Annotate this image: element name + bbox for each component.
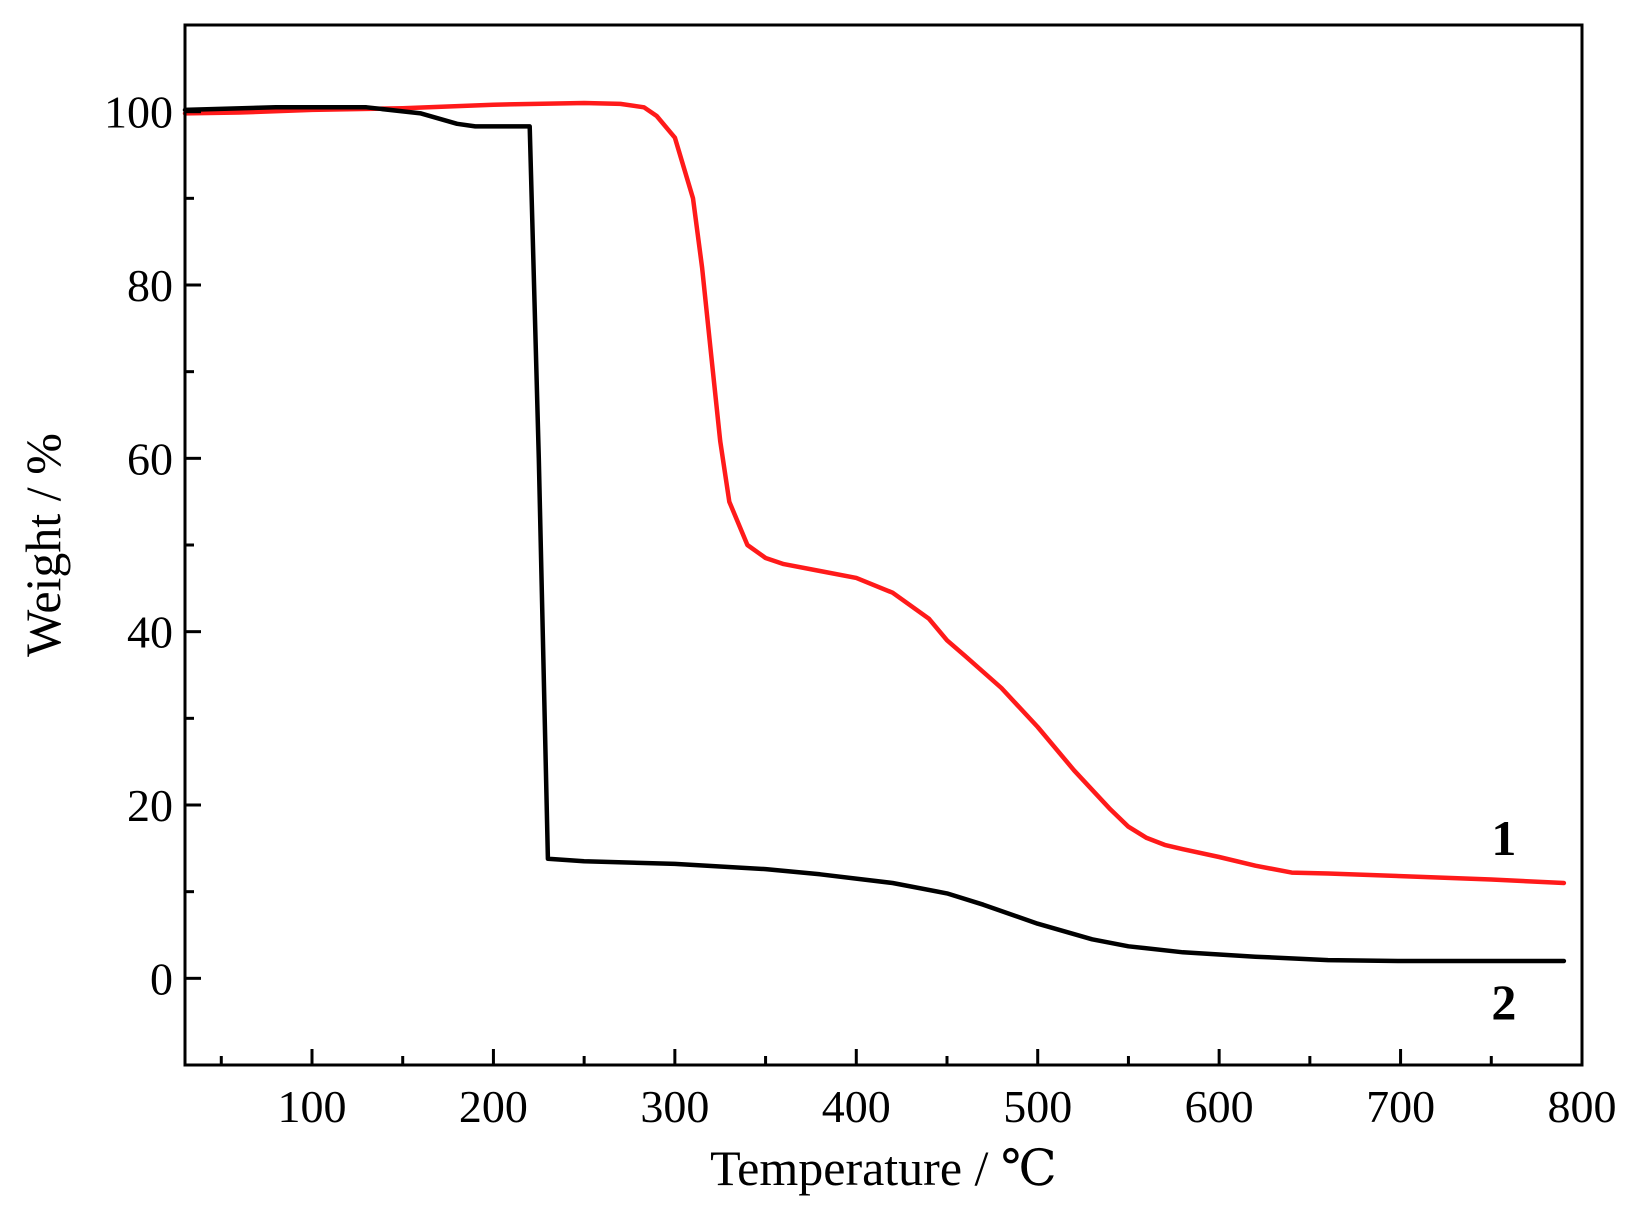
data-curves (182, 100, 1567, 964)
x-tick-label: 800 (1548, 1081, 1617, 1132)
axes-box (183, 23, 1584, 1067)
x-axis-title: Temperature / ℃ (710, 1140, 1057, 1196)
x-tick-label: 300 (640, 1081, 709, 1132)
x-tick-label: 500 (1003, 1081, 1072, 1132)
y-tick-label: 0 (150, 953, 173, 1004)
axis-ticks (185, 23, 1584, 1067)
series-2-line (182, 105, 1567, 964)
y-tick-label: 20 (127, 780, 173, 831)
y-tick-label: 60 (127, 433, 173, 484)
series-1-line (182, 100, 1567, 886)
x-tick-label: 400 (822, 1081, 891, 1132)
y-tick-label: 80 (127, 260, 173, 311)
series-labels: 12 (1491, 810, 1516, 1030)
series-1-label: 1 (1491, 810, 1516, 866)
y-tick-label: 40 (127, 607, 173, 658)
y-tick-label: 100 (104, 87, 173, 138)
tick-labels: 100 200 300 400 500 600 700 800 0 20 40 60 80 100 (104, 87, 1617, 1132)
plot-frame (183, 23, 1584, 1067)
x-tick-label: 200 (459, 1081, 528, 1132)
x-tick-label: 100 (278, 1081, 347, 1132)
y-axis-title: Weight / % (15, 433, 71, 657)
x-tick-label: 700 (1366, 1081, 1435, 1132)
x-tick-label: 600 (1185, 1081, 1254, 1132)
series-2-label: 2 (1491, 974, 1516, 1030)
